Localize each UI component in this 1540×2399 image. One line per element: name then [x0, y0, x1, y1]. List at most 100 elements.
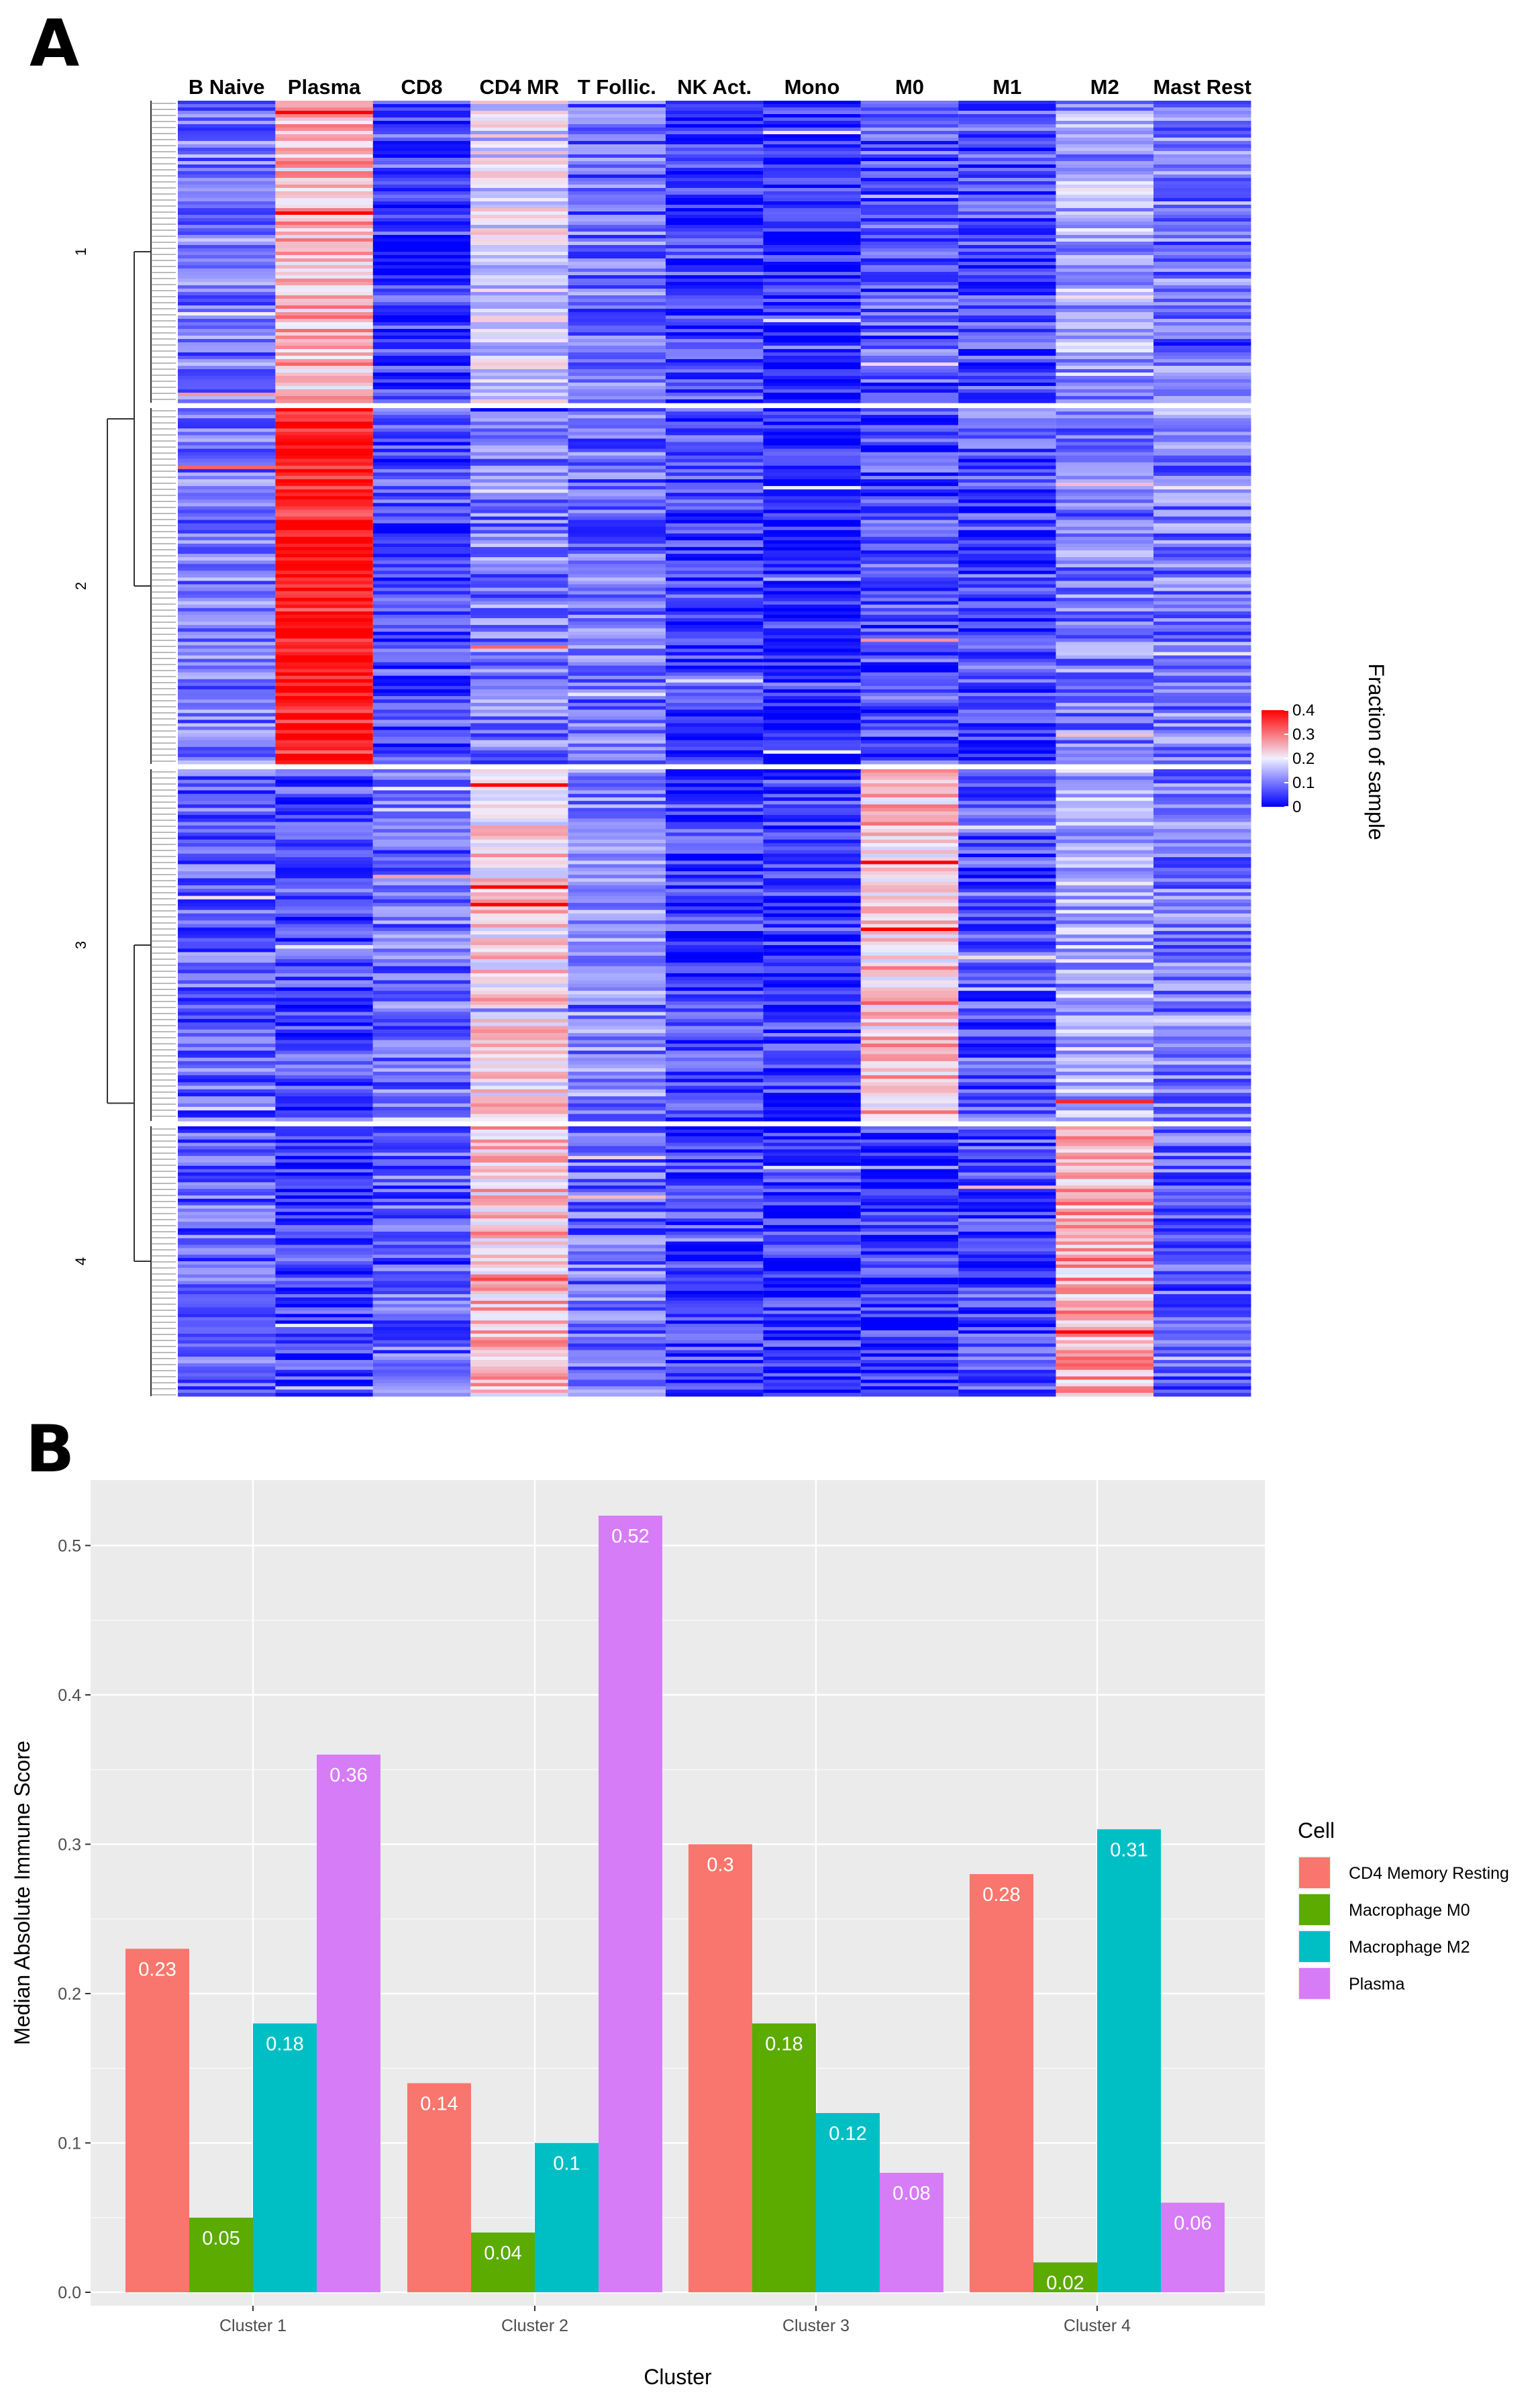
heatmap-cell	[568, 279, 666, 283]
heatmap-cell	[470, 520, 568, 524]
heatmap-cell	[178, 1117, 276, 1122]
heatmap-cell	[470, 871, 568, 875]
heatmap-cell	[470, 408, 568, 412]
heatmap-cell	[763, 117, 861, 121]
heatmap-cell	[1056, 175, 1153, 179]
heatmap-cell	[860, 1281, 959, 1285]
heatmap-cell	[1153, 843, 1251, 847]
heatmap-cell	[275, 931, 373, 935]
heatmap-cell	[1056, 168, 1153, 172]
heatmap-cell	[178, 418, 276, 422]
heatmap-cell	[666, 1225, 764, 1229]
heatmap-cell	[178, 265, 276, 269]
heatmap-cell	[763, 864, 861, 869]
heatmap-cell	[275, 1281, 373, 1285]
heatmap-cell	[958, 1082, 1056, 1087]
heatmap-cell	[763, 920, 861, 925]
heatmap-cell	[958, 1330, 1056, 1334]
heatmap-cell	[1056, 645, 1153, 649]
heatmap-cell	[763, 1026, 861, 1030]
heatmap-cell	[763, 818, 861, 823]
heatmap-cell	[1056, 1376, 1153, 1381]
heatmap-cell	[763, 279, 861, 283]
heatmap-cell	[958, 1350, 1056, 1354]
heatmap-cell	[470, 422, 568, 426]
heatmap-cell	[958, 601, 1056, 605]
heatmap-cell	[958, 645, 1056, 649]
heatmap-cell	[666, 1310, 764, 1315]
heatmap-cell	[1153, 625, 1251, 629]
heatmap-cell	[1153, 1136, 1251, 1140]
heatmap-cell	[666, 415, 764, 419]
heatmap-cell	[666, 546, 764, 551]
heatmap-cell	[372, 594, 471, 599]
heatmap-cell	[470, 1389, 568, 1393]
heatmap-cell	[275, 442, 373, 446]
heatmap-cell	[178, 1327, 276, 1331]
heatmap-cell	[372, 1198, 471, 1203]
heatmap-cell	[1056, 1317, 1153, 1321]
heatmap-cell	[568, 773, 666, 777]
heatmap-cell	[1056, 383, 1153, 387]
heatmap-cell	[860, 1222, 959, 1226]
heatmap-cell	[860, 818, 959, 823]
heatmap-cell	[860, 1198, 959, 1203]
heatmap-cell	[178, 1136, 276, 1140]
heatmap-cell	[470, 238, 568, 242]
heatmap-cell	[1153, 1061, 1251, 1065]
heatmap-cell	[666, 1363, 764, 1367]
heatmap-cell	[958, 1022, 1056, 1027]
heatmap-cell	[860, 1255, 959, 1259]
heatmap-cell	[568, 1132, 666, 1137]
heatmap-cell	[1056, 878, 1153, 883]
heatmap-cell	[275, 875, 373, 879]
heatmap-cell	[275, 386, 373, 390]
heatmap-cell	[1153, 1248, 1251, 1252]
heatmap-cell	[958, 878, 1056, 883]
heatmap-cell	[763, 1291, 861, 1295]
heatmap-cell	[372, 1320, 471, 1324]
heatmap-cell	[372, 997, 471, 1002]
heatmap-cell	[178, 959, 276, 963]
heatmap-cell	[1153, 1281, 1251, 1285]
heatmap-cell	[275, 342, 373, 346]
heatmap-cell	[860, 889, 959, 893]
heatmap-cell	[860, 462, 959, 467]
heatmap-cell	[372, 315, 471, 320]
heatmap-cell	[958, 1304, 1056, 1308]
heatmap-cell	[372, 669, 471, 673]
heatmap-cell	[372, 779, 471, 784]
heatmap-cell	[763, 1238, 861, 1242]
heatmap-cell	[470, 969, 568, 974]
heatmap-cell	[1056, 503, 1153, 507]
heatmap-cell	[372, 1005, 471, 1009]
heatmap-cell	[275, 366, 373, 370]
heatmap-cell	[666, 134, 764, 138]
heatmap-cell	[372, 1307, 471, 1312]
heatmap-cell	[1153, 652, 1251, 656]
heatmap-cell	[860, 994, 959, 999]
heatmap-cell	[763, 832, 861, 837]
heatmap-cell	[1153, 472, 1251, 477]
heatmap-cell	[568, 302, 666, 306]
heatmap-cell	[568, 1261, 666, 1265]
heatmap-cell	[372, 1117, 471, 1122]
heatmap-cell	[275, 104, 373, 108]
heatmap-cell	[958, 959, 1056, 963]
heatmap-cell	[1056, 959, 1153, 963]
column-label: Plasma	[288, 75, 361, 99]
heatmap-cell	[958, 1379, 1056, 1383]
heatmap-cell	[568, 1093, 666, 1097]
heatmap-cell	[470, 571, 568, 575]
heatmap-cell	[1153, 1175, 1251, 1180]
heatmap-cell	[1056, 432, 1153, 436]
heatmap-cell	[1056, 1129, 1153, 1134]
heatmap-cell	[568, 1343, 666, 1348]
dendrogram-branch	[117, 252, 135, 586]
heatmap-cell	[763, 941, 861, 946]
heatmap-cell	[958, 1291, 1056, 1295]
heatmap-cell	[1056, 1314, 1153, 1318]
heatmap-cell	[470, 248, 568, 252]
heatmap-cell	[958, 1033, 1056, 1037]
heatmap-cell	[763, 871, 861, 875]
